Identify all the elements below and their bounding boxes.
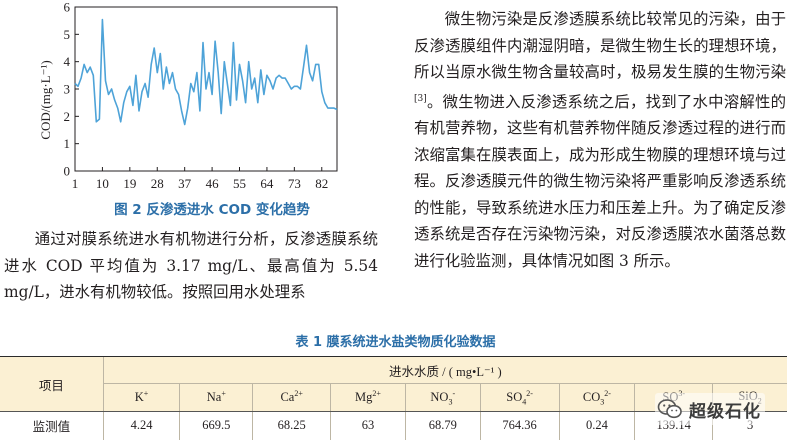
column-header-superscript: 2+ [294,389,303,399]
left-paragraph: 通过对膜系统进水有机物进行分析，反渗透膜系统进水 COD 平均值为 3.17 m… [4,226,378,306]
column-header-superscript: 2- [604,388,611,398]
column-header-label: CO [582,389,601,404]
right-paragraph-text: 微生物污染是反渗透膜系统比较常见的污染，由于反渗透膜组件内潮湿阴暗，是微生物生长… [414,6,786,274]
column-header-5: NO3- [404,383,481,412]
column-header-1: K+ [102,383,180,412]
column-header-superscript: + [143,389,149,399]
column-header-superscript: - [452,388,456,398]
x-tick-label: 37 [178,176,192,191]
cod-series-line [74,18,338,126]
x-tick-label: 82 [315,176,328,191]
x-tick-label: 19 [123,176,136,191]
table-cell: 669.5 [179,411,253,440]
table-cell: 764.36 [479,411,559,440]
column-header-superscript: 2- [526,388,533,398]
column-header-label: SO [506,389,523,404]
table-cell: 0.24 [558,411,635,440]
x-tick-label: 55 [233,176,246,191]
y-tick-label: 0 [64,164,71,179]
y-tick-label: 6 [64,0,71,15]
wechat-icon [657,399,682,419]
y-tick-label: 1 [64,136,71,151]
column-header-label: K [134,390,144,405]
column-header-2: Na+ [179,383,253,412]
watermark: 超级石化 [655,393,765,425]
left-paragraph-text: 通过对膜系统进水有机物进行分析，反渗透膜系统进水 COD 平均值为 3.17 m… [4,230,378,301]
column-header-superscript: 2+ [372,389,381,399]
x-tick-label: 1 [72,176,79,191]
x-tick-label: 10 [96,176,109,191]
y-tick-label: 5 [64,27,71,42]
chart-series [74,18,338,126]
column-header-4: Mg2+ [330,383,406,412]
x-tick-label: 64 [260,176,274,191]
column-header-superscript: + [221,389,226,399]
column-header-label: Ca [280,390,295,405]
y-axis-label: COD/(mg·L⁻¹) [38,60,53,139]
figure-caption: 图 2 反渗透进水 COD 变化趋势 [114,202,310,218]
row-label-cell: 监测值 [0,411,104,440]
column-header-label: Na [206,390,222,405]
x-tick-label: 73 [288,176,301,191]
y-tick-label: 4 [64,54,71,69]
right-paragraph-part1: 微生物污染是反渗透膜系统比较常见的污染，由于反渗透膜组件内潮湿阴暗，是微生物生长… [414,10,786,81]
column-header-subscript: 3 [448,397,453,407]
table-cell: 63 [330,411,406,440]
citation-ref: [3] [414,93,427,104]
y-tick-label: 2 [64,109,71,124]
column-header-label: NO [430,389,449,404]
right-paragraph: 微生物污染是反渗透膜系统比较常见的污染，由于反渗透膜组件内潮湿阴暗，是微生物生长… [414,6,786,274]
row-header-cell: 项目 [0,356,104,412]
column-header-subscript: 4 [522,397,527,407]
column-header-subscript: 3 [600,397,605,407]
watermark-text: 超级石化 [689,401,761,422]
column-header-3: Ca2+ [252,383,331,412]
table-cell: 68.79 [404,411,481,440]
right-paragraph-part2: 。微生物进入反渗透系统之后，找到了水中溶解性的有机营养物，这些有机营养物伴随反渗… [414,92,786,270]
x-tick-label: 46 [206,176,220,191]
x-tick-label: 28 [151,176,164,191]
table-cell: 68.25 [252,411,331,440]
column-header-7: CO32- [558,383,635,412]
table-group-header-row: 项目 进水水质 / ( mg•L⁻¹ ) [0,356,787,412]
column-header-label: Mg [355,390,373,405]
table-cell: 3 [712,411,787,440]
y-tick-label: 3 [64,82,71,97]
group-header-cell: 进水水质 / ( mg•L⁻¹ ) [102,356,787,384]
table-row: 监测值 4.24 669.5 68.25 63 68.79 764.36 0.24 139.14… [0,411,787,440]
table-cell: 4.24 [102,411,180,440]
column-header-6: SO42- [479,383,559,412]
table-title: 表 1 膜系统进水盐类物质化验数据 [295,335,496,350]
